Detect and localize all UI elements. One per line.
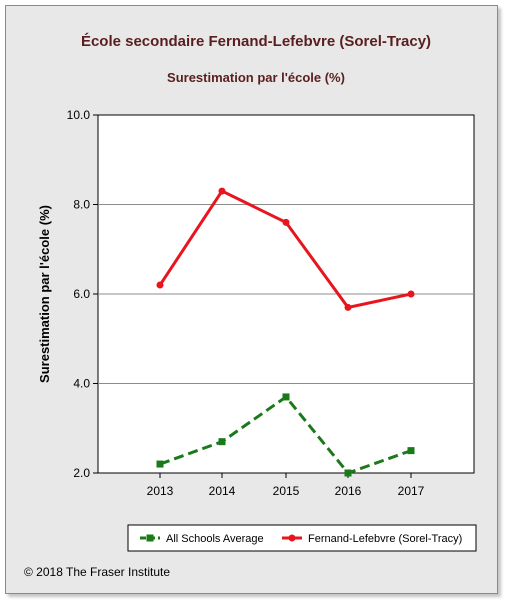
y-tick-label: 10.0 (67, 108, 91, 122)
x-axis-ticks: 2013 2014 2015 2016 2017 (147, 473, 425, 498)
copyright-text: © 2018 The Fraser Institute (24, 565, 171, 579)
data-point (218, 187, 226, 195)
x-tick-label: 2013 (147, 484, 174, 498)
x-tick-label: 2014 (209, 484, 236, 498)
legend-marker (146, 534, 154, 542)
x-tick-label: 2016 (335, 484, 362, 498)
y-tick-label: 6.0 (73, 287, 90, 301)
y-axis-ticks: 2.0 4.0 6.0 8.0 10.0 (67, 108, 98, 480)
chart-title: École secondaire Fernand-Lefebvre (Sorel… (81, 33, 431, 50)
data-point (407, 290, 415, 298)
x-tick-label: 2015 (273, 484, 300, 498)
data-point (282, 393, 290, 401)
chart-subtitle: Surestimation par l'école (%) (167, 70, 345, 85)
y-axis-label: Surestimation par l'école (%) (37, 205, 52, 383)
legend-marker (288, 534, 296, 542)
data-point (407, 447, 415, 455)
y-tick-label: 2.0 (73, 466, 90, 480)
legend-items: All Schools Average Fernand-Lefebvre (Sor… (140, 533, 462, 545)
legend-label: All Schools Average (166, 533, 264, 545)
data-point (344, 303, 352, 311)
x-tick-label: 2017 (398, 484, 425, 498)
data-point (344, 469, 352, 477)
legend-label: Fernand-Lefebvre (Sorel-Tracy) (308, 533, 462, 545)
series-layer (156, 187, 415, 477)
data-point (156, 281, 164, 289)
data-point (218, 438, 226, 446)
data-point (282, 218, 290, 226)
y-tick-label: 4.0 (73, 377, 90, 391)
data-point (156, 460, 164, 468)
y-tick-label: 8.0 (73, 198, 90, 212)
